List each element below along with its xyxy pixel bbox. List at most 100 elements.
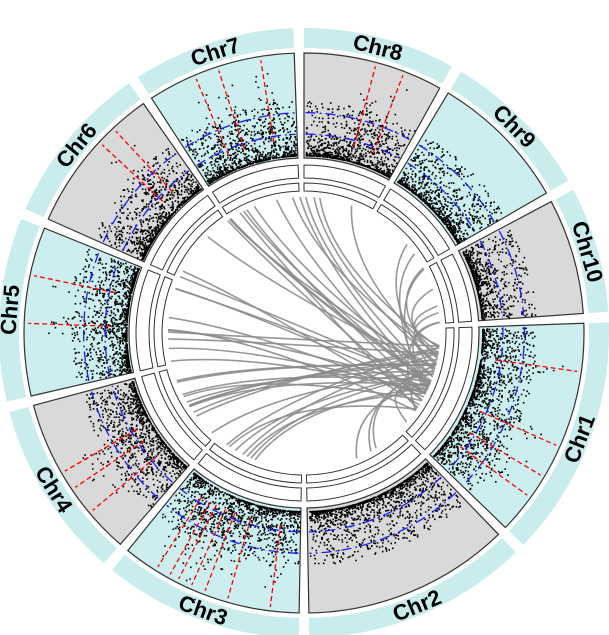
inner-ring-inner-chr4 (158, 369, 212, 447)
link-curve (189, 381, 430, 408)
link-curve (207, 236, 436, 370)
threshold-line-chr6-1 (102, 152, 177, 243)
inner-ring-outer-chr4 (141, 372, 204, 461)
inner-ring-inner-chr2 (305, 434, 409, 484)
inner-ring-outer-chr3 (197, 452, 302, 502)
link-area-disc (164, 193, 444, 473)
link-curve (168, 338, 439, 356)
link-curve (195, 346, 440, 417)
chromosome-band-chr7 (137, 28, 295, 94)
threshold-line-chr9-1 (418, 144, 495, 222)
link-curve (355, 382, 431, 459)
inner-ring-outer-chr10 (440, 253, 473, 323)
snp-points-chr10 (462, 229, 537, 321)
link-curve (229, 218, 436, 370)
peak-marker-layer (28, 60, 578, 608)
link-curve (239, 212, 418, 409)
threshold-line-chr1-1 (463, 326, 525, 486)
inner-ring-outer-chr2 (306, 443, 422, 502)
inner-ring-inner-chr3 (208, 442, 303, 484)
inner-ring-outer-chr7 (211, 164, 300, 204)
inner-ring-outer-chr8 (303, 164, 387, 199)
peak-marker-chr8-2 (372, 75, 404, 154)
link-curve (167, 328, 417, 412)
chromosome-band-chr8 (304, 28, 452, 84)
inner-ring-inner-chr10 (428, 261, 455, 324)
peak-marker-chr7-2 (218, 70, 245, 150)
inner-ring-outer-chr6 (149, 194, 216, 271)
threshold-line-chr4-1 (90, 391, 159, 499)
inner-ring-inner-chr5 (153, 276, 173, 368)
chromosome-band-chr5 (0, 218, 40, 402)
inner-ring-inner-chr1 (405, 327, 455, 438)
link-curve (226, 346, 440, 446)
peak-marker-chr5-1 (28, 322, 112, 327)
peak-marker-chr3-1 (269, 524, 282, 608)
threshold-line-chr10-1 (498, 230, 525, 317)
link-curve (398, 253, 429, 391)
threshold-line-chr3-1 (166, 504, 299, 554)
peak-marker-chr1-4 (459, 445, 528, 496)
threshold-line-chr10-2 (479, 240, 504, 318)
inner-ring-outer-chr9 (383, 188, 451, 257)
link-curve (228, 405, 417, 448)
threshold-line-chr4-2 (111, 385, 173, 483)
peak-marker-chr3-3 (204, 512, 236, 591)
chromosome-band-chr9 (450, 71, 569, 191)
chromosome-band-chr4 (9, 406, 118, 564)
link-curve (182, 270, 420, 406)
snp-points-chr3 (161, 472, 301, 601)
chromosome-band-layer (0, 28, 609, 635)
track-sector-chr1 (429, 322, 585, 529)
snp-points-chr7 (181, 73, 298, 185)
snp-points-chr9 (397, 139, 502, 245)
link-curve (350, 205, 439, 358)
peak-marker-chr3-7 (157, 496, 203, 568)
snp-points-chr2 (309, 462, 462, 565)
threshold-line-chr8-1 (305, 111, 410, 141)
chromosome-label-chr5: Chr5 (0, 284, 24, 336)
threshold-line-chr2-1 (309, 492, 457, 554)
link-curve (179, 275, 432, 383)
threshold-line-chr2-2 (308, 476, 442, 533)
link-curve (313, 197, 438, 364)
inner-ring-inner-chr9 (376, 203, 435, 263)
threshold-line-chr3-2 (179, 487, 300, 533)
peak-marker-chr4-1 (92, 456, 157, 511)
threshold-line-chr5-2 (104, 259, 120, 377)
threshold-line-chr6-2 (122, 170, 190, 252)
peak-marker-chr7-3 (260, 60, 275, 143)
chromosome-band-chr6 (25, 83, 141, 218)
link-curve (183, 383, 423, 402)
inner-ring-layer (135, 164, 473, 502)
peak-marker-chr7-1 (195, 78, 230, 156)
peak-marker-chr1-1 (495, 359, 578, 373)
chromosome-band-chr1 (509, 322, 609, 545)
link-curve (211, 370, 435, 434)
threshold-line-chr9-2 (407, 162, 477, 233)
peak-marker-chr5-2 (33, 274, 116, 294)
threshold-line-chr7-2 (196, 133, 296, 166)
peak-marker-chr4-3 (64, 428, 138, 472)
peak-marker-chr8-1 (353, 66, 377, 147)
inner-ring-outer-chr1 (414, 326, 473, 451)
link-curve (182, 376, 432, 396)
chromosome-band-chr10 (555, 189, 609, 314)
peak-marker-chr1-2 (480, 410, 557, 446)
snp-points-chr6 (98, 144, 202, 261)
chromosome-band-chr3 (112, 554, 300, 635)
peak-marker-chr4-2 (74, 440, 145, 488)
inner-ring-outer-chr5 (135, 269, 161, 372)
link-curve (368, 364, 437, 452)
peak-marker-chr3-4 (191, 509, 227, 586)
link-curve (175, 288, 432, 383)
link-curve (246, 209, 426, 395)
inner-ring-inner-chr7 (221, 182, 300, 215)
peak-marker-chr1-3 (469, 431, 541, 476)
peak-marker-chr3-6 (169, 501, 212, 575)
chromosome-band-chr2 (308, 538, 516, 635)
peak-marker-chr3-2 (227, 518, 252, 599)
link-layer (164, 193, 444, 473)
